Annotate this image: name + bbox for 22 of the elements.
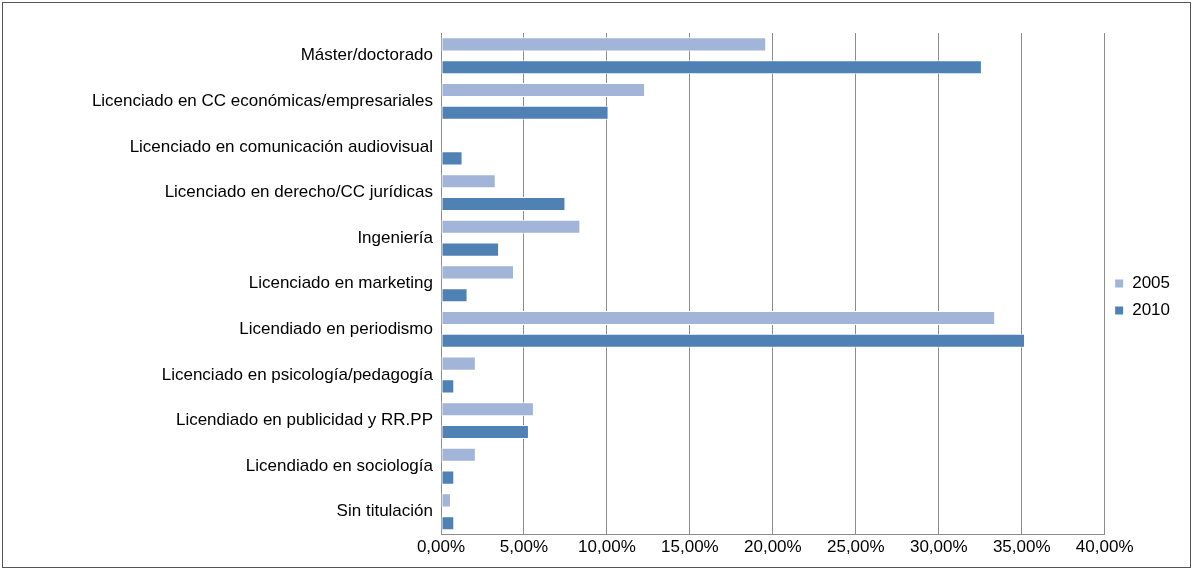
legend-label: 2010 [1132,300,1171,320]
y-tick-label: Licenciado en comunicación audiovisual [129,136,433,156]
y-tick-label: Máster/doctorado [300,45,433,65]
x-tick-label: 35,00% [992,537,1051,557]
y-tick-label: Licenciado en psicología/pedagogía [161,364,434,384]
y-tick-label: Licenciado en marketing [248,273,433,293]
x-tick-label: 0,00% [416,537,466,557]
x-tick-label: 15,00% [661,537,719,557]
x-tick-label: 30,00% [909,537,968,557]
y-tick-label: Licendiado en publicidad y RR.PP [175,410,433,430]
x-tick-label: 20,00% [744,537,802,557]
legend-label: 2005 [1132,273,1171,293]
x-tick-label: 25,00% [826,537,885,557]
y-tick-label: Licenciado en derecho/CC jurídicas [164,182,433,202]
x-tick-label: 10,00% [578,537,636,557]
y-tick-label: Licendiado en sociología [245,455,434,475]
y-tick-label: Ingeniería [357,227,434,247]
x-tick-label: 5,00% [499,537,549,557]
y-tick-label: Licenciado en CC económicas/empresariales [91,91,433,111]
y-tick-label: Licendiado en periodismo [239,319,433,339]
x-tick-label: 40,00% [1075,537,1134,557]
y-tick-label: Sin titulación [336,501,433,521]
